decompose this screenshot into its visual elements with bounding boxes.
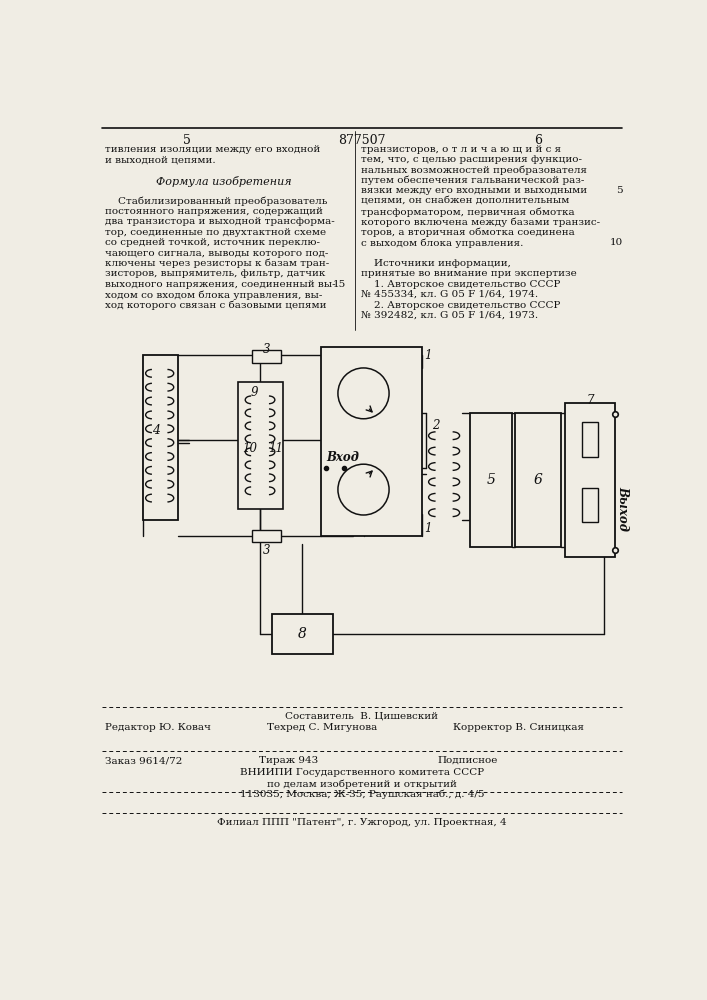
Bar <box>321 347 421 536</box>
Text: 113035, Москва, Ж-35, Раушская наб., д. 4/5: 113035, Москва, Ж-35, Раушская наб., д. … <box>240 789 484 799</box>
Text: с выходом блока управления.: с выходом блока управления. <box>361 238 524 248</box>
Text: 6: 6 <box>534 134 542 147</box>
Text: цепями, он снабжен дополнительным: цепями, он снабжен дополнительным <box>361 197 570 206</box>
Text: Стабилизированный преобразователь: Стабилизированный преобразователь <box>105 197 328 206</box>
Text: тем, что, с целью расширения функцио-: тем, что, с целью расширения функцио- <box>361 155 582 164</box>
Text: чающего сигнала, выводы которого под-: чающего сигнала, выводы которого под- <box>105 249 329 258</box>
Text: путем обеспечения гальванической раз-: путем обеспечения гальванической раз- <box>361 176 585 185</box>
Text: 10: 10 <box>610 238 623 247</box>
Text: 8: 8 <box>298 627 307 641</box>
Bar <box>565 403 615 557</box>
Text: 3: 3 <box>263 544 270 556</box>
Text: Тираж 943: Тираж 943 <box>259 756 318 765</box>
Text: Формула изобретения: Формула изобретения <box>156 176 292 187</box>
Text: 6: 6 <box>534 473 542 487</box>
Text: 1: 1 <box>424 349 431 362</box>
Text: выходного напряжения, соединенный вы-: выходного напряжения, соединенный вы- <box>105 280 336 289</box>
Text: трансформатором, первичная обмотка: трансформатором, первичная обмотка <box>361 207 575 217</box>
Text: постоянного напряжения, содержащий: постоянного напряжения, содержащий <box>105 207 323 216</box>
Text: два транзистора и выходной трансформа-: два транзистора и выходной трансформа- <box>105 217 335 226</box>
Text: ходом со входом блока управления, вы-: ходом со входом блока управления, вы- <box>105 290 323 300</box>
Text: Филиал ППП "Патент", г. Ужгород, ул. Проектная, 4: Филиал ППП "Патент", г. Ужгород, ул. Про… <box>217 818 507 827</box>
Bar <box>582 488 597 522</box>
Bar <box>252 350 281 363</box>
Text: со средней точкой, источник переклю-: со средней точкой, источник переклю- <box>105 238 320 247</box>
Text: Источники информации,: Источники информации, <box>361 259 511 268</box>
Text: нальных возможностей преобразователя: нальных возможностей преобразователя <box>361 165 588 175</box>
Text: 1: 1 <box>424 522 431 535</box>
Text: Составитель  В. Цишевский: Составитель В. Цишевский <box>286 711 438 720</box>
Text: Вход: Вход <box>327 451 359 464</box>
Text: 4: 4 <box>152 424 160 437</box>
Text: 5: 5 <box>486 473 496 487</box>
Text: и выходной цепями.: и выходной цепями. <box>105 155 216 164</box>
Bar <box>252 530 281 542</box>
Text: Заказ 9614/72: Заказ 9614/72 <box>105 756 183 765</box>
Bar <box>582 422 597 457</box>
Text: которого включена между базами транзис-: которого включена между базами транзис- <box>361 217 600 227</box>
Bar <box>272 614 332 654</box>
Text: Техред С. Мигунова: Техред С. Мигунова <box>267 723 377 732</box>
Text: по делам изобретений и открытий: по делам изобретений и открытий <box>267 779 457 789</box>
Text: тор, соединенные по двухтактной схеме: тор, соединенные по двухтактной схеме <box>105 228 327 237</box>
Text: транзисторов, о т л и ч а ю щ и й с я: транзисторов, о т л и ч а ю щ и й с я <box>361 145 561 154</box>
Text: Редактор Ю. Ковач: Редактор Ю. Ковач <box>105 723 211 732</box>
Text: Корректор В. Синицкая: Корректор В. Синицкая <box>452 723 583 732</box>
Bar <box>143 355 177 520</box>
Text: 15: 15 <box>333 280 346 289</box>
Text: 2: 2 <box>432 419 439 432</box>
Text: зисторов, выпрямитель, фильтр, датчик: зисторов, выпрямитель, фильтр, датчик <box>105 269 326 278</box>
Text: 7: 7 <box>586 394 594 407</box>
Bar <box>515 413 561 547</box>
Text: 11: 11 <box>268 442 284 455</box>
Bar <box>238 382 283 509</box>
Text: № 455334, кл. G 05 F 1/64, 1974.: № 455334, кл. G 05 F 1/64, 1974. <box>361 290 538 299</box>
Text: 9: 9 <box>250 386 258 399</box>
Text: 2. Авторское свидетельство СССР: 2. Авторское свидетельство СССР <box>361 301 561 310</box>
Text: 10: 10 <box>243 442 257 455</box>
Text: 5: 5 <box>617 186 623 195</box>
Text: принятые во внимание при экспертизе: принятые во внимание при экспертизе <box>361 269 577 278</box>
Text: 3: 3 <box>263 343 270 356</box>
Text: ВНИИПИ Государственного комитета СССР: ВНИИПИ Государственного комитета СССР <box>240 768 484 777</box>
Text: 877507: 877507 <box>338 134 386 147</box>
Text: 1. Авторское свидетельство СССР: 1. Авторское свидетельство СССР <box>361 280 561 289</box>
Bar <box>469 413 513 547</box>
Text: 5: 5 <box>183 134 191 147</box>
Text: вязки между его входными и выходными: вязки между его входными и выходными <box>361 186 588 195</box>
Text: Выход: Выход <box>617 486 630 531</box>
Text: ключены через резисторы к базам тран-: ключены через резисторы к базам тран- <box>105 259 329 268</box>
Text: Подписное: Подписное <box>437 756 498 765</box>
Text: торов, а вторичная обмотка соединена: торов, а вторичная обмотка соединена <box>361 228 575 237</box>
Text: тивления изоляции между его входной: тивления изоляции между его входной <box>105 145 321 154</box>
Text: № 392482, кл. G 05 F 1/64, 1973.: № 392482, кл. G 05 F 1/64, 1973. <box>361 311 538 320</box>
Text: ход которого связан с базовыми цепями: ход которого связан с базовыми цепями <box>105 301 327 310</box>
